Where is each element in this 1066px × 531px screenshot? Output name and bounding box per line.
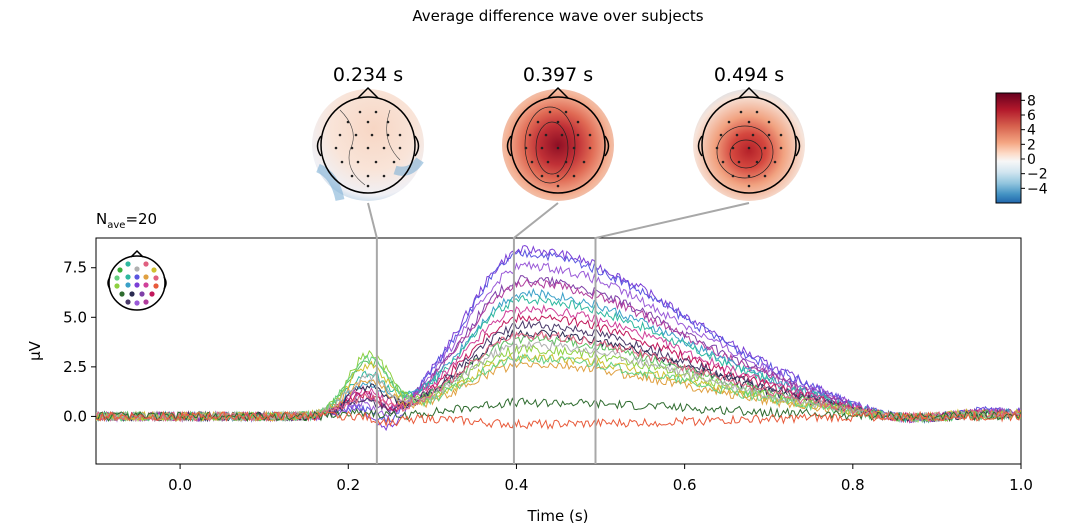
x-axis-label: Time (s) bbox=[527, 507, 589, 525]
series-layer bbox=[96, 244, 1021, 432]
topomap-0397: 0.397 s bbox=[502, 64, 614, 201]
x-tick-label: 1.0 bbox=[1009, 476, 1033, 494]
colorbar-tick-label: −4 bbox=[1027, 181, 1048, 197]
topomap-time-label: 0.234 s bbox=[333, 64, 403, 86]
sensor-dots bbox=[334, 110, 402, 188]
colorbar-tick-label: −2 bbox=[1027, 167, 1048, 183]
topomap-0494: 0.494 s bbox=[693, 64, 805, 201]
colorbar-tick-label: 0 bbox=[1027, 152, 1036, 168]
sensor-dots bbox=[715, 110, 783, 188]
plot-area bbox=[95, 237, 1022, 465]
topomap-time-label: 0.494 s bbox=[714, 64, 784, 86]
x-tick-label: 0.2 bbox=[336, 476, 360, 494]
colorbar-tick-label: 8 bbox=[1027, 93, 1036, 109]
series-line bbox=[96, 410, 1021, 431]
topomap-connector-line bbox=[367, 202, 378, 464]
topomap-connectors bbox=[367, 202, 750, 464]
y-axis-label: µV bbox=[26, 340, 44, 361]
y-tick-label: 5.0 bbox=[63, 308, 87, 326]
colorbar-tick-label: 2 bbox=[1027, 137, 1036, 153]
topomap-0234: 0.234 s bbox=[312, 64, 424, 202]
y-tick-label: 2.5 bbox=[63, 358, 87, 376]
y-tick-label: 0.0 bbox=[63, 407, 87, 425]
topomap-connector-line bbox=[512, 202, 559, 464]
topomap-connector-line bbox=[594, 202, 750, 464]
x-tick-label: 0.0 bbox=[168, 476, 192, 494]
x-tick-label: 0.4 bbox=[505, 476, 529, 494]
nave-label: Nave=20 bbox=[96, 210, 157, 231]
topomap-time-label: 0.397 s bbox=[523, 64, 593, 86]
sensor-dots bbox=[524, 110, 592, 188]
x-tick-label: 0.6 bbox=[673, 476, 697, 494]
colorbar-gradient bbox=[995, 92, 1022, 204]
y-axis-ticks: 0.0 2.5 5.0 7.5 bbox=[63, 259, 96, 425]
chart-title: Average difference wave over subjects bbox=[412, 7, 703, 25]
x-tick-label: 0.8 bbox=[841, 476, 865, 494]
series-line bbox=[96, 397, 1021, 423]
y-tick-label: 7.5 bbox=[63, 259, 87, 277]
sensor-colored-dots bbox=[114, 261, 159, 306]
sensor-layout-inset bbox=[107, 249, 167, 311]
colorbar-tick-label: 6 bbox=[1027, 108, 1036, 124]
x-axis-ticks: 0.0 0.2 0.4 0.6 0.8 1.0 bbox=[168, 464, 1033, 494]
series-line bbox=[96, 287, 1021, 425]
colorbar-tick-label: 4 bbox=[1027, 123, 1036, 139]
